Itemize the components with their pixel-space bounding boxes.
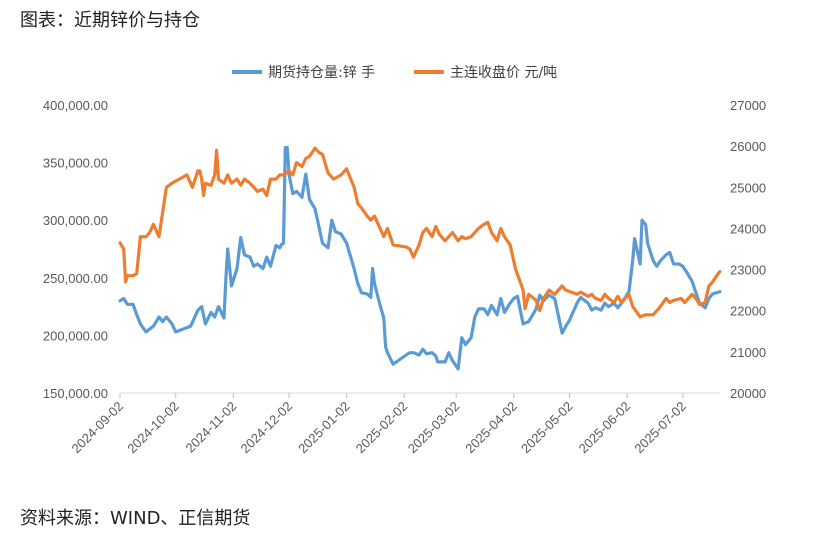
right-axis-tick-label: 20000 [730,386,766,401]
x-axis-tick-label: 2025-02-02 [353,399,411,457]
left-axis-tick-label: 350,000.00 [43,156,108,171]
axes: 150,000.00 200,000.00 250,000.00 300,000.00… [43,98,766,456]
right-axis-tick-label: 23000 [730,263,766,278]
series-layer [118,146,722,371]
right-axis-tick-label: 25000 [730,180,766,195]
left-axis-tick-label: 400,000.00 [43,98,108,113]
x-axis-tick-label: 2025-01-02 [295,399,353,457]
source-note: 资料来源：WIND、正信期货 [20,508,251,529]
left-axis-tick-label: 250,000.00 [43,271,108,286]
left-axis-tick-label: 200,000.00 [43,328,108,343]
series-line-close-price [118,146,722,319]
right-axis-tick-label: 21000 [730,345,766,360]
right-axis-tick-label: 24000 [730,221,766,236]
x-axis-tick-label: 2025-05-02 [518,399,576,457]
x-axis-tick-label: 2025-07-02 [631,399,689,457]
x-axis-tick-label: 2024-09-02 [68,399,126,457]
x-axis-tick-label: 2024-10-02 [124,399,182,457]
legend-label-close-price: 主连收盘价 元/吨 [450,64,557,81]
x-axis-tick-label: 2025-04-02 [462,399,520,457]
x-axis-tick-label: 2025-03-02 [405,399,463,457]
legend: 期货持仓量:锌 手 主连收盘价 元/吨 [232,64,557,81]
x-axis-tick-label: 2024-11-02 [182,399,239,456]
right-axis-tick-label: 22000 [730,304,766,319]
legend-label-open-interest: 期货持仓量:锌 手 [268,64,375,81]
left-axis-tick-label: 150,000.00 [43,386,108,401]
series-line-open-interest [118,146,722,371]
x-axis-tick-label: 2025-06-02 [576,399,634,457]
x-axis-tick-label: 2024-12-02 [238,399,296,457]
right-axis-tick-label: 26000 [730,139,766,154]
left-axis-tick-label: 300,000.00 [43,213,108,228]
figure-title: 图表：近期锌价与持仓 [20,10,200,31]
right-axis-tick-label: 27000 [730,98,766,113]
